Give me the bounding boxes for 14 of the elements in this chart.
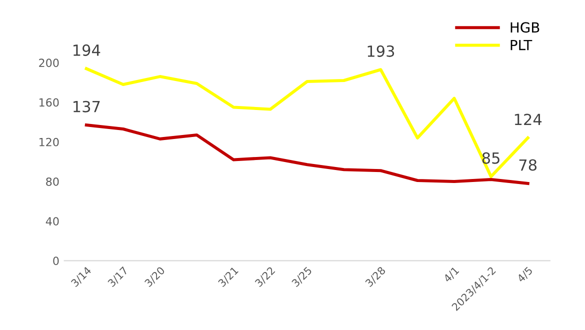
legend-label: HGB: [510, 22, 540, 33]
y-tick-label: 160: [40, 98, 59, 107]
data-label: 194: [74, 44, 100, 56]
data-label: 193: [368, 45, 394, 57]
x-tick-label: 4/5: [516, 266, 534, 284]
data-label: 124: [514, 114, 542, 126]
data-label: 78: [519, 159, 537, 171]
y-tick-label: 120: [40, 138, 59, 146]
y-tick-label: 200: [39, 58, 59, 68]
data-label: 137: [74, 100, 100, 112]
legend-label: PLT: [510, 40, 532, 50]
y-tick-label: 40: [46, 217, 59, 226]
y-tick-label: 80: [46, 177, 59, 186]
y-tick-label: 0: [53, 256, 59, 266]
